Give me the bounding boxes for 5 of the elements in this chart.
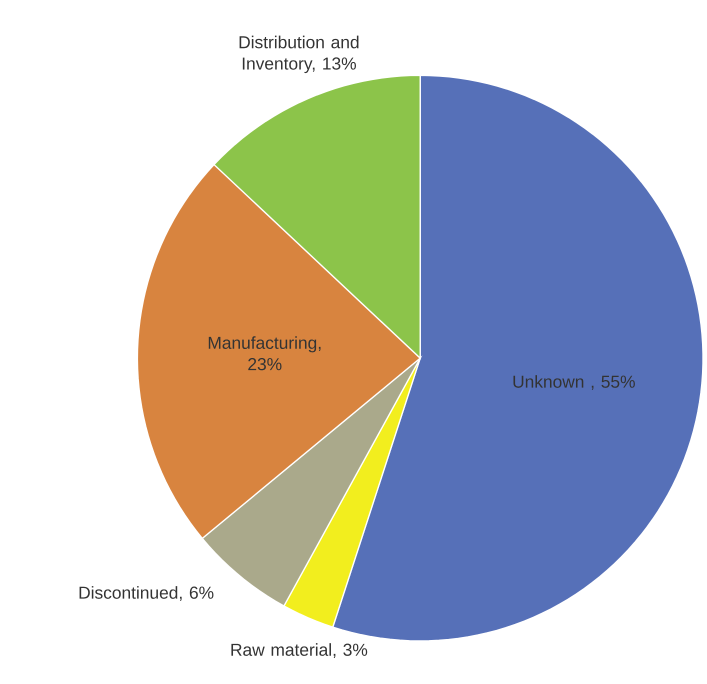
slice-label: Distribution and Inventory, 13% — [240, 35, 358, 73]
slice-label: Unknown , 55% — [513, 374, 635, 390]
slice-label: Raw material, 3% — [231, 643, 368, 658]
slice-label: Manufacturing, 23% — [208, 336, 321, 370]
slice-label: Discontinued, 6% — [80, 586, 214, 601]
